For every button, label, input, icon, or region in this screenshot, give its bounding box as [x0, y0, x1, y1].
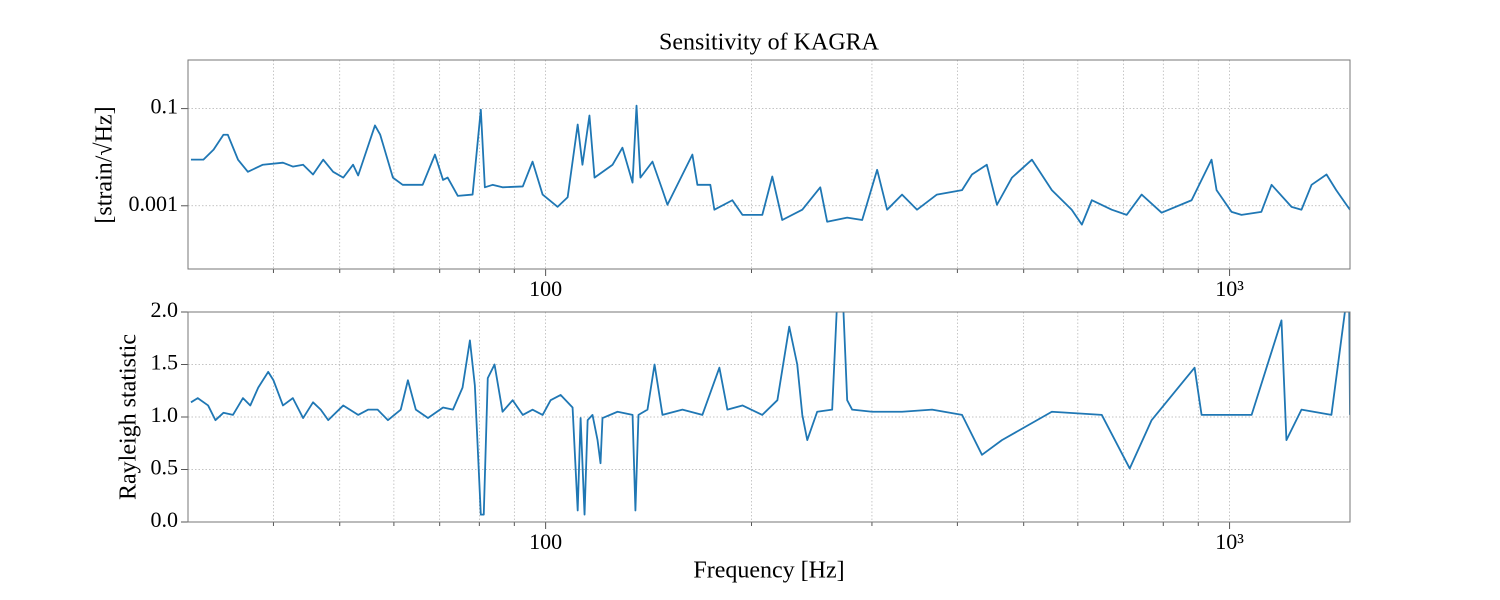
y-tick-label: 0.1 — [151, 94, 179, 119]
y-tick-label: 0.001 — [129, 191, 179, 216]
data-line — [190, 312, 1350, 516]
axes-frame — [187, 311, 1351, 523]
y-tick-label: 1.0 — [151, 402, 179, 427]
x-tick-label: 10³ — [1215, 529, 1244, 554]
chart-title: Sensitivity of KAGRA — [659, 30, 880, 56]
y-tick-label: 1.5 — [151, 350, 179, 375]
x-tick-label: 100 — [529, 276, 562, 301]
y-axis-label: [strain/√Hz] — [92, 106, 118, 223]
y-axis-label: Rayleigh statistic — [116, 334, 142, 500]
y-tick-label: 2.0 — [151, 297, 179, 322]
x-tick-label: 10³ — [1215, 276, 1244, 301]
axes-frame — [187, 59, 1351, 270]
y-tick-label: 0.0 — [151, 507, 179, 532]
y-tick-label: 0.5 — [151, 455, 179, 480]
data-line — [190, 104, 1350, 226]
x-tick-label: 100 — [529, 529, 562, 554]
x-axis-label: Frequency [Hz] — [693, 558, 844, 584]
